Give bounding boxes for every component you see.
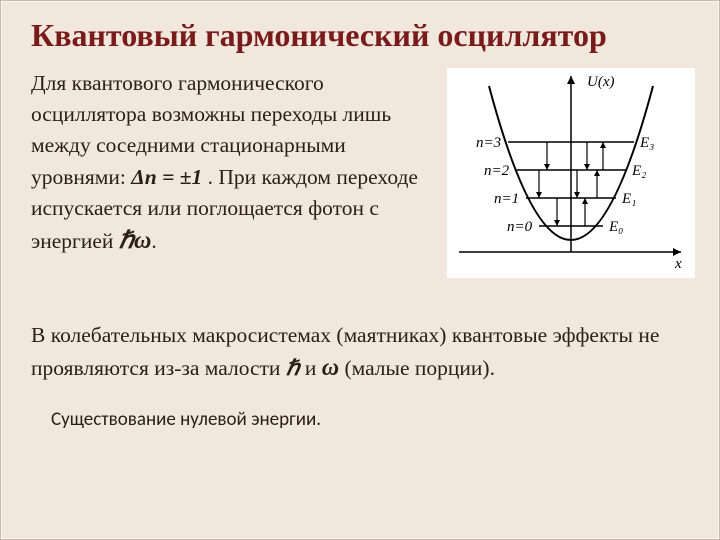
- svg-text:E₀: E₀: [608, 219, 623, 235]
- p1-dot: .: [151, 229, 156, 253]
- svg-text:E₁: E₁: [621, 191, 636, 207]
- symbol-hbar: ℏ: [286, 356, 300, 380]
- paragraph-2: В колебательных макросистемах (маятниках…: [31, 320, 695, 386]
- potential-well-diagram: n=0 E₀ n=1 E₁ n=2 E₂ n=3 E₃ U(x) x: [447, 68, 695, 278]
- svg-text:n=0: n=0: [507, 219, 533, 235]
- svg-text:E₃: E₃: [639, 135, 654, 151]
- svg-text:U(x): U(x): [587, 74, 614, 90]
- paragraph-1: Для квантового гармонического осциллятор…: [31, 68, 431, 259]
- svg-text:E₂: E₂: [631, 163, 646, 179]
- svg-text:n=2: n=2: [484, 163, 510, 179]
- formula-delta-n: Δn = ±1: [131, 165, 202, 189]
- content-row: Для квантового гармонического осциллятор…: [31, 68, 695, 278]
- footer-note: Существование нулевой энергии.: [51, 408, 695, 431]
- svg-text:x: x: [674, 256, 682, 272]
- svg-text:n=1: n=1: [494, 191, 519, 207]
- symbol-omega: ω: [322, 355, 339, 381]
- slide: Квантовый гармонический осциллятор Для к…: [0, 0, 720, 540]
- p2-mid: и: [305, 356, 322, 380]
- p2-end: (малые порции).: [344, 356, 495, 380]
- formula-hbar-omega: ℏω: [119, 228, 152, 254]
- svg-text:n=3: n=3: [476, 135, 501, 151]
- page-title: Квантовый гармонический осциллятор: [31, 17, 695, 54]
